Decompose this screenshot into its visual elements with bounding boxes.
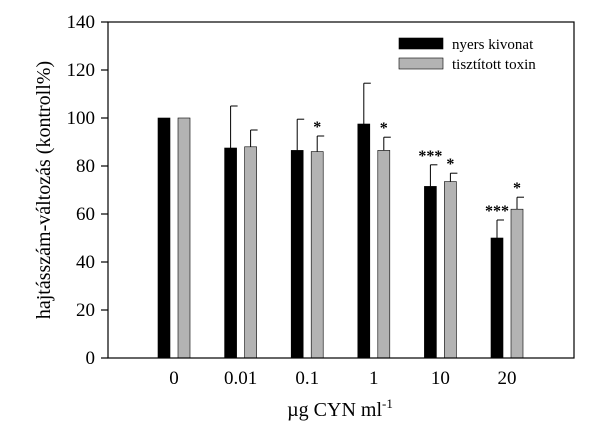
bar-tisztitott-toxin (510, 208, 524, 359)
x-tick-label: 0.01 (224, 368, 257, 389)
legend-swatch-tisztitott-toxin (398, 57, 444, 70)
legend-label-tisztitott-toxin: tisztított toxin (452, 57, 536, 73)
plot-frame (107, 21, 575, 359)
bar-tisztitott-toxin (244, 146, 257, 359)
x-axis-title-main: µg CYN ml (287, 399, 382, 421)
significance-marker: *** (418, 148, 442, 165)
bar-nyers-kivonat (357, 123, 371, 359)
y-axis: 0 20 40 60 80 100 120 140 (67, 12, 108, 369)
y-tick-label: 20 (76, 300, 95, 321)
bar-tisztitott-toxin (377, 150, 391, 359)
legend: nyers kivonat tisztított toxin (398, 37, 536, 73)
bars-layer (157, 117, 524, 359)
y-tick-label: 40 (76, 252, 95, 273)
x-tick-label: 0.1 (295, 368, 319, 389)
y-tick-label: 140 (67, 12, 96, 33)
bar-nyers-kivonat (157, 117, 171, 359)
x-axis: 0 0.01 0.1 1 10 20 (169, 368, 516, 389)
bar-nyers-kivonat (490, 237, 504, 359)
bar-nyers-kivonat (290, 150, 304, 359)
significance-layer: * **** ***** (313, 119, 521, 220)
error-bars-layer (230, 82, 524, 238)
bar-tisztitott-toxin (177, 117, 191, 359)
x-tick-label: 20 (498, 368, 517, 389)
bar-nyers-kivonat (424, 186, 437, 359)
bar-tisztitott-toxin (310, 151, 324, 359)
y-tick-label: 60 (76, 204, 95, 225)
significance-marker: *** (485, 203, 509, 220)
significance-marker: * (380, 120, 388, 137)
legend-label-nyers-kivonat: nyers kivonat (452, 37, 534, 53)
significance-marker: * (513, 180, 521, 197)
y-tick-label: 100 (67, 108, 96, 129)
x-tick-label: 10 (431, 368, 450, 389)
bar-tisztitott-toxin (444, 181, 457, 359)
legend-swatch-nyers-kivonat (398, 37, 444, 50)
y-axis-title: hajtásszám-változás (kontroll%) (33, 61, 55, 319)
x-axis-title: µg CYN ml-1 (287, 396, 393, 421)
x-axis-title-superscript: -1 (382, 396, 393, 411)
x-tick-label: 0 (169, 368, 179, 389)
y-tick-label: 120 (67, 60, 96, 81)
significance-marker: * (446, 156, 454, 173)
y-tick-label: 80 (76, 156, 95, 177)
significance-marker: * (313, 119, 321, 136)
bar-nyers-kivonat (224, 147, 237, 359)
x-tick-label: 1 (369, 368, 379, 389)
y-tick-label: 0 (86, 348, 96, 369)
